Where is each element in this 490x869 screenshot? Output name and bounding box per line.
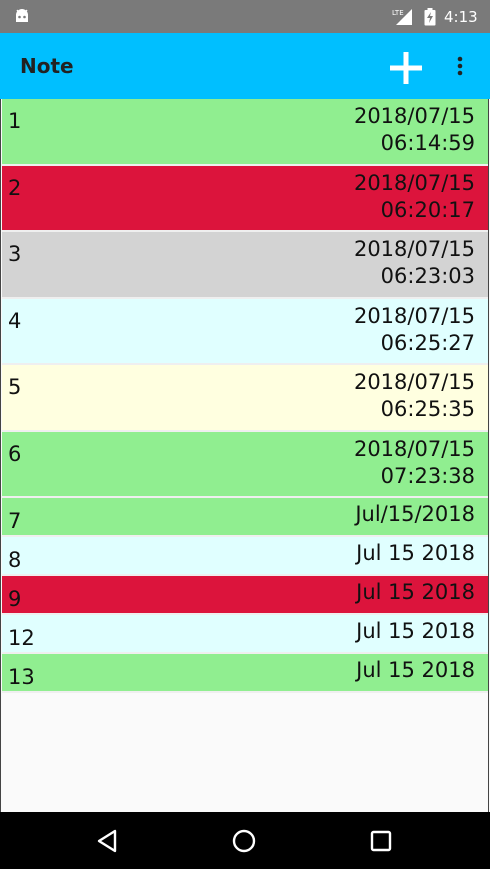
plus-icon <box>390 52 422 84</box>
note-timestamp: 2018/07/15 06:14:59 <box>354 103 475 157</box>
list-left-border <box>0 99 1 812</box>
lte-signal-icon: LTE <box>392 9 412 25</box>
note-time: 06:25:35 <box>380 397 475 421</box>
note-number: 2 <box>8 175 22 200</box>
back-icon[interactable] <box>93 826 123 856</box>
note-number: 3 <box>8 242 22 266</box>
note-row[interactable]: 5 2018/07/15 06:25:35 <box>2 365 488 432</box>
note-timestamp: 2018/07/15 06:25:27 <box>354 303 475 357</box>
note-number: 6 <box>8 441 22 466</box>
note-date: Jul/15/2018 <box>355 502 475 526</box>
home-icon[interactable] <box>229 826 259 856</box>
note-timestamp: 2018/07/15 07:23:38 <box>354 436 475 490</box>
note-row[interactable]: 1 2018/07/15 06:14:59 <box>2 99 488 166</box>
note-timestamp: Jul 15 2018 <box>356 657 475 684</box>
note-row[interactable]: 8 Jul 15 2018 <box>2 537 488 576</box>
note-date: 2018/07/15 <box>353 104 475 128</box>
note-timestamp: 2018/07/15 06:20:17 <box>354 170 475 224</box>
note-timestamp: 2018/07/15 06:23:03 <box>354 236 475 290</box>
app-title: Note <box>20 54 74 78</box>
note-row[interactable]: 3 2018/07/15 06:23:03 <box>2 232 488 299</box>
note-timestamp: 2018/07/15 06:25:35 <box>354 369 475 423</box>
list-right-border <box>488 99 489 812</box>
note-date: 2018/07/15 <box>353 370 475 394</box>
note-row[interactable]: 9 Jul 15 2018 <box>2 576 488 615</box>
note-date: 2018/07/15 <box>353 170 475 195</box>
note-timestamp: Jul/15/2018 <box>355 501 475 528</box>
note-time: 06:14:59 <box>380 131 475 155</box>
note-row[interactable]: 2 2018/07/15 06:20:17 <box>2 165 488 232</box>
note-time: 06:23:03 <box>380 264 475 288</box>
note-number: 1 <box>8 109 22 133</box>
svg-text:LTE: LTE <box>392 9 404 17</box>
note-number: 4 <box>8 308 22 333</box>
navigation-bar <box>0 812 490 869</box>
note-number: 9 <box>8 587 22 611</box>
status-bar: LTE 4:13 <box>0 0 490 33</box>
add-note-button[interactable] <box>388 50 424 86</box>
note-row[interactable]: 13 Jul 15 2018 <box>2 654 488 693</box>
app-bar: Note <box>0 33 490 99</box>
status-clock: 4:13 <box>444 8 478 26</box>
note-date: 2018/07/15 <box>353 237 475 261</box>
more-vert-icon <box>457 56 463 76</box>
note-number: 13 <box>8 665 35 689</box>
note-date: Jul 15 2018 <box>356 658 475 682</box>
note-timestamp: Jul 15 2018 <box>356 540 475 567</box>
overflow-menu-button[interactable] <box>450 53 470 81</box>
android-icon <box>16 9 28 22</box>
note-date: 2018/07/15 <box>353 436 475 461</box>
note-row[interactable]: 4 2018/07/15 06:25:27 <box>2 298 488 365</box>
note-number: 5 <box>8 375 22 399</box>
note-number: 12 <box>8 626 35 650</box>
note-timestamp: Jul 15 2018 <box>356 579 475 606</box>
note-date: 2018/07/15 <box>353 303 475 328</box>
battery-charging-icon <box>424 8 436 26</box>
note-number: 8 <box>8 548 22 572</box>
note-row[interactable]: 6 2018/07/15 07:23:38 <box>2 431 488 498</box>
note-number: 7 <box>8 509 22 533</box>
note-date: Jul 15 2018 <box>356 619 475 643</box>
note-list: 1 2018/07/15 06:14:59 2 2018/07/15 06:20:17 3 2… <box>2 99 488 693</box>
note-time: 06:25:27 <box>380 330 475 355</box>
note-row[interactable]: 7 Jul/15/2018 <box>2 498 488 537</box>
note-date: Jul 15 2018 <box>356 541 475 565</box>
note-date: Jul 15 2018 <box>356 580 475 604</box>
note-row[interactable]: 12 Jul 15 2018 <box>2 615 488 654</box>
note-timestamp: Jul 15 2018 <box>356 618 475 645</box>
recents-icon[interactable] <box>366 826 396 856</box>
note-time: 06:20:17 <box>380 197 475 222</box>
note-time: 07:23:38 <box>380 463 475 488</box>
